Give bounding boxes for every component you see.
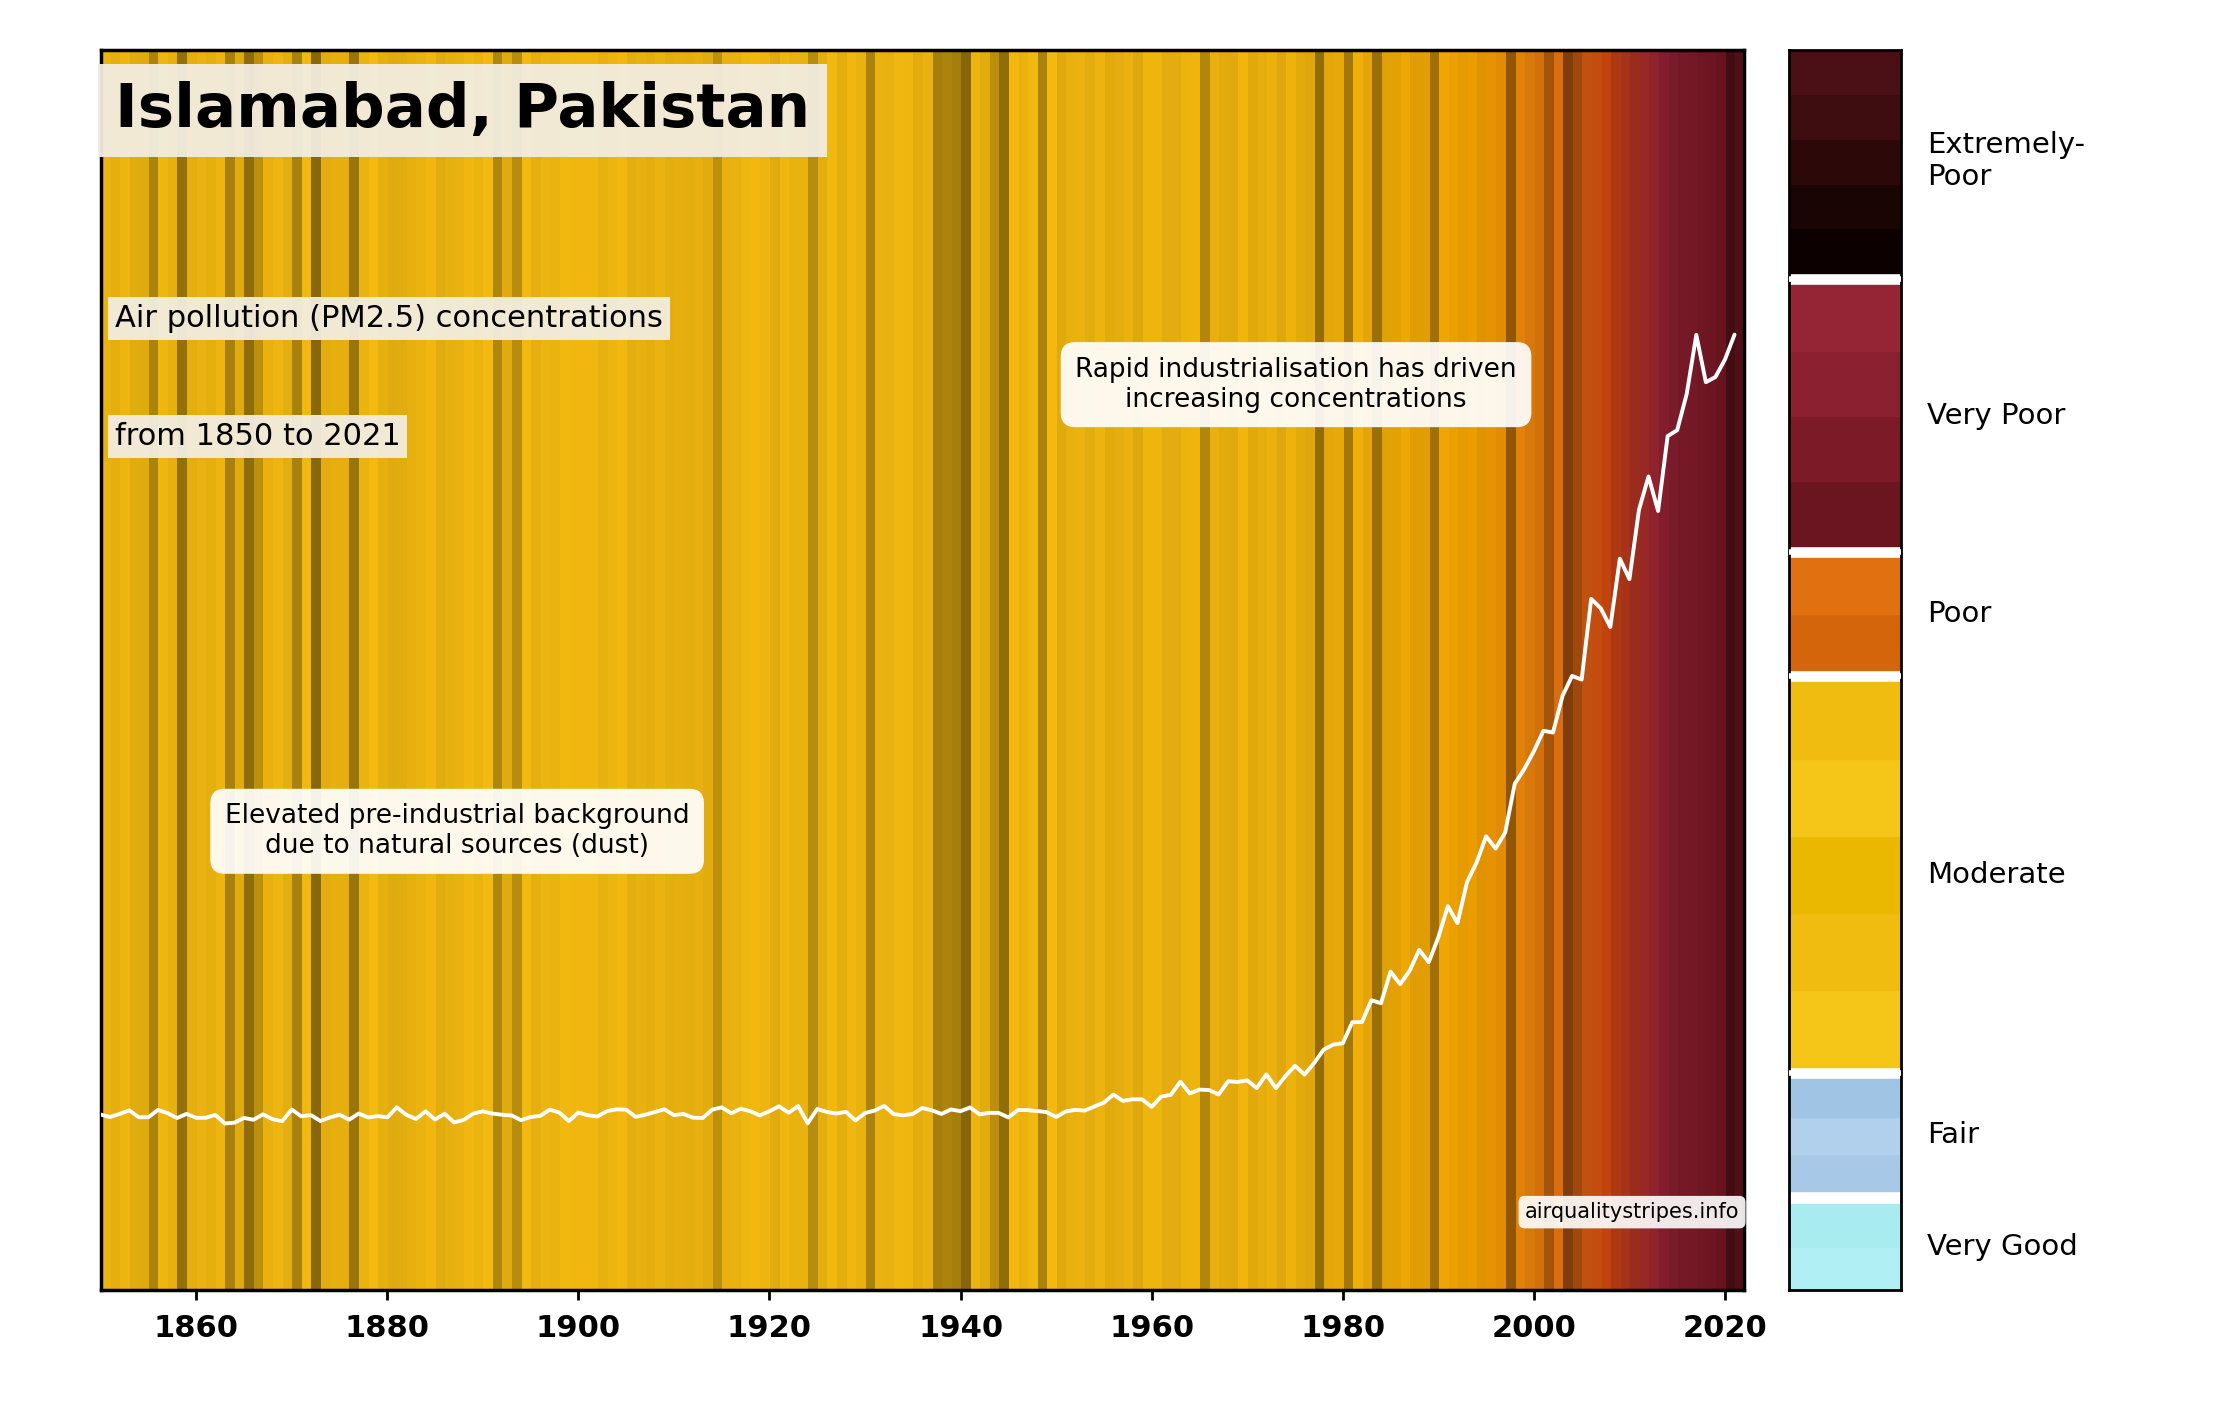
Bar — [1789, 559, 1901, 614]
Text: Very Good: Very Good — [1927, 1234, 2077, 1261]
Bar — [1789, 837, 1901, 913]
Bar — [1789, 1117, 1901, 1154]
Text: Poor: Poor — [1927, 600, 1992, 628]
Bar — [1789, 990, 1901, 1066]
Text: airqualitystripes.info: airqualitystripes.info — [1525, 1202, 1740, 1222]
Text: Moderate: Moderate — [1927, 861, 2066, 889]
Bar — [1789, 139, 1901, 184]
Text: Fair: Fair — [1927, 1122, 1979, 1149]
Bar — [1789, 1079, 1901, 1117]
Bar — [1789, 184, 1901, 228]
Bar — [1789, 285, 1901, 350]
Bar — [1789, 94, 1901, 139]
Bar — [1789, 682, 1901, 760]
Bar — [1789, 1246, 1901, 1290]
Text: Air pollution (PM2.5) concentrations: Air pollution (PM2.5) concentrations — [114, 303, 662, 333]
Bar — [1789, 614, 1901, 671]
Bar — [1789, 760, 1901, 837]
Text: from 1850 to 2021: from 1850 to 2021 — [114, 423, 400, 451]
Bar — [1789, 50, 1901, 95]
Bar — [1789, 1154, 1901, 1191]
Text: Rapid industrialisation has driven
increasing concentrations: Rapid industrialisation has driven incre… — [1076, 357, 1516, 413]
Bar — [1789, 1204, 1901, 1246]
Text: Extremely-
Poor: Extremely- Poor — [1927, 130, 2086, 191]
Text: Islamabad, Pakistan: Islamabad, Pakistan — [114, 81, 809, 139]
Bar — [1789, 228, 1901, 274]
Text: Very Poor: Very Poor — [1927, 401, 2066, 430]
Text: Elevated pre-industrial background
due to natural sources (dust): Elevated pre-industrial background due t… — [226, 804, 689, 859]
Bar — [1789, 415, 1901, 481]
Bar — [1789, 350, 1901, 415]
Bar — [1789, 913, 1901, 990]
Bar — [1789, 481, 1901, 546]
